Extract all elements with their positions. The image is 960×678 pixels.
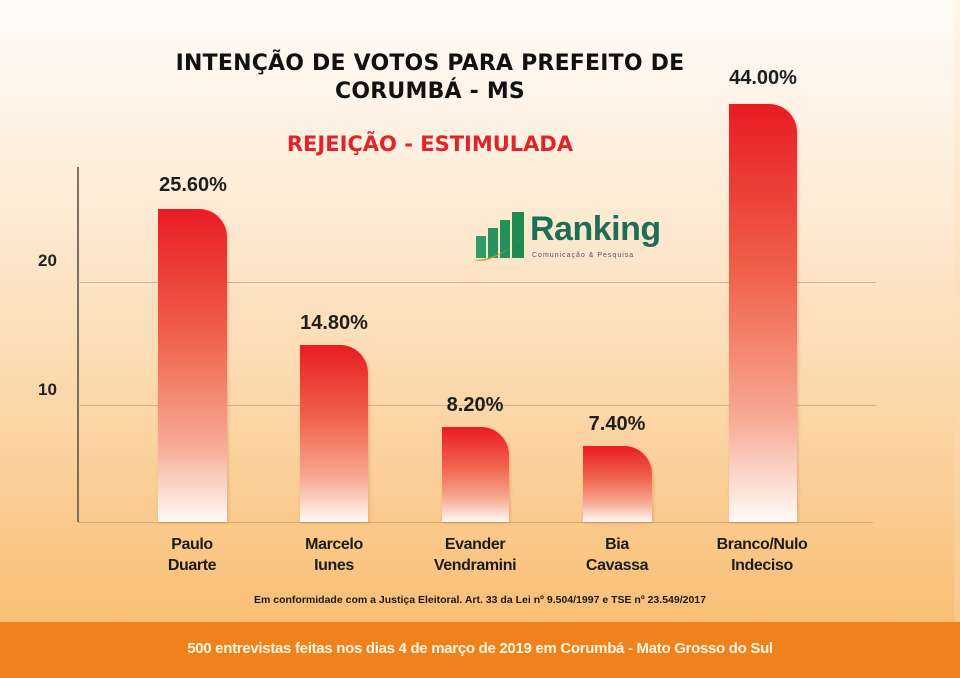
category-label-line-1: Paulo [171,536,213,553]
chart-subtitle: REJEIÇÃO - ESTIMULADA [286,132,574,156]
title-line-2: CORUMBÁ - MS [335,79,525,104]
category-label-line-1: Evander [444,536,506,553]
value-label-marcelo-iunes: 14.80% [300,312,368,334]
gridline-10 [78,405,876,406]
logo-tagline: Comunicação & Pesquisa [532,252,635,259]
bar-evander-vendramini [442,427,509,522]
y-tick-20: 20 [38,251,57,270]
gridline-20 [78,282,876,283]
category-label-line-2: Indeciso [731,557,793,574]
category-label-bia-cavassa: Bia Cavassa [542,534,692,576]
footer-text: 500 entrevistas feitas nos dias 4 de mar… [187,640,773,657]
logo-name: Ranking [530,210,661,248]
bar-branco-nulo-indeciso [729,104,797,522]
category-label-line-1: Bia [605,536,629,553]
ranking-logo: Ranking Comunicação & Pesquisa [472,208,662,266]
bar-marcelo-iunes [300,345,368,522]
chart-title: INTENÇÃO DE VOTOS PARA PREFEITO DE CORUM… [150,50,710,106]
category-label-line-1: Branco/Nulo [716,536,808,553]
footer-band: 500 entrevistas feitas nos dias 4 de mar… [0,622,960,678]
category-label-line-2: Iunes [314,557,354,574]
category-label-evander-vendramini: Evander Vendramini [400,534,550,576]
category-label-line-2: Duarte [167,557,217,574]
category-label-line-2: Vendramini [433,557,517,574]
y-tick-10: 10 [38,380,57,399]
bar-growth-icon [474,212,526,261]
value-label-paulo-duarte: 25.60% [159,174,227,196]
category-label-line-2: Cavassa [585,557,649,574]
value-label-bia-cavassa: 7.40% [588,413,646,435]
category-label-line-1: Marcelo [305,536,363,553]
title-line-1: INTENÇÃO DE VOTOS PARA PREFEITO DE [175,51,685,76]
bar-bia-cavassa [583,446,652,522]
legal-note: Em conformidade com a Justiça Eleitoral.… [254,594,706,606]
value-label-branco-nulo-indeciso: 44.00% [729,67,797,89]
y-axis-line [77,167,79,522]
category-label-marcelo-iunes: Marcelo Iunes [259,534,409,576]
background-strip [954,0,960,622]
bar-paulo-duarte [158,209,227,522]
category-label-branco-nulo-indeciso: Branco/Nulo Indeciso [687,534,837,576]
x-axis-baseline [78,522,873,523]
value-label-evander-vendramini: 8.20% [446,394,504,416]
category-label-paulo-duarte: Paulo Duarte [117,534,267,576]
